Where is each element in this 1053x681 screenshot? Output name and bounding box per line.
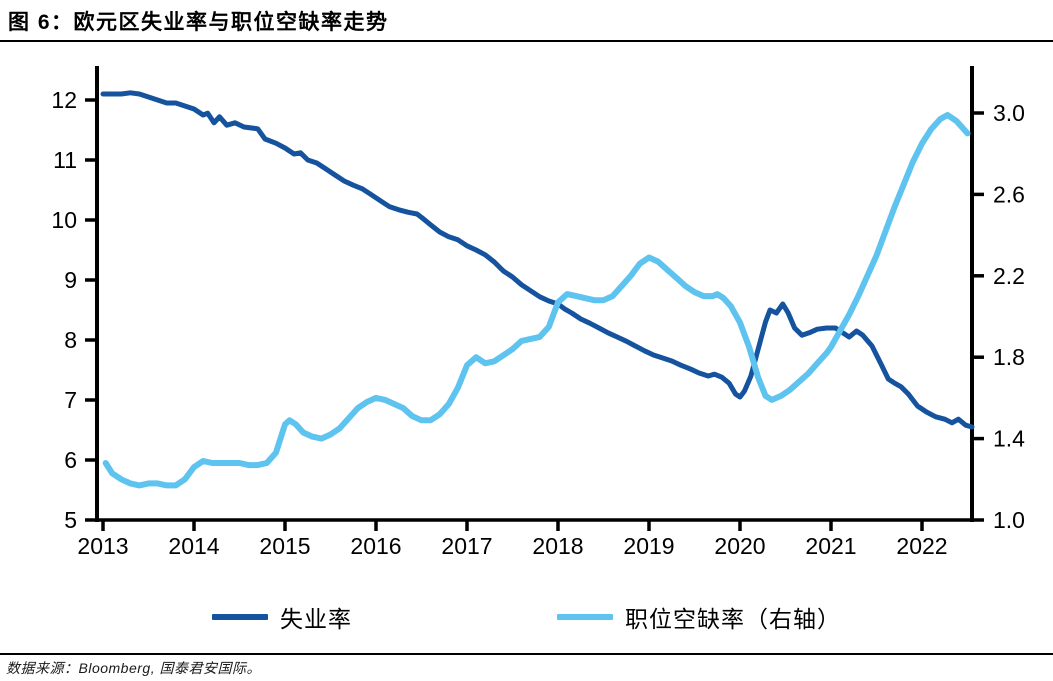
svg-text:2021: 2021 bbox=[805, 533, 856, 559]
svg-text:2.2: 2.2 bbox=[993, 263, 1025, 289]
footer-divider bbox=[0, 653, 1053, 655]
svg-text:2014: 2014 bbox=[168, 533, 219, 559]
svg-text:5: 5 bbox=[64, 507, 77, 533]
svg-text:6: 6 bbox=[64, 447, 77, 473]
chart-legend: 失业率 职位空缺率（右轴） bbox=[0, 600, 1053, 634]
svg-text:11: 11 bbox=[53, 147, 77, 173]
svg-text:10: 10 bbox=[51, 207, 77, 233]
svg-text:2020: 2020 bbox=[714, 533, 765, 559]
svg-text:2019: 2019 bbox=[623, 533, 674, 559]
legend-item-vacancy: 职位空缺率（右轴） bbox=[557, 600, 841, 634]
svg-text:2017: 2017 bbox=[441, 533, 492, 559]
legend-label-unemployment: 失业率 bbox=[280, 606, 352, 632]
svg-text:2022: 2022 bbox=[896, 533, 947, 559]
unemployment-line-swatch bbox=[212, 614, 268, 620]
legend-item-unemployment: 失业率 bbox=[212, 600, 352, 634]
svg-text:2016: 2016 bbox=[350, 533, 401, 559]
svg-text:1.0: 1.0 bbox=[993, 507, 1025, 533]
svg-text:9: 9 bbox=[64, 267, 77, 293]
svg-text:2.6: 2.6 bbox=[993, 181, 1025, 207]
dual-axis-line-chart: 5 6 7 8 9 10 11 12 1.0 1.4 1.8 2.2 2.6 3.0 2013 2014 201… bbox=[51, 66, 1025, 559]
series-vacancy-rate bbox=[102, 112, 971, 489]
svg-text:2018: 2018 bbox=[532, 533, 583, 559]
series-unemployment-rate bbox=[100, 90, 975, 430]
data-source-note: 数据来源：Bloomberg, 国泰君安国际。 bbox=[6, 660, 261, 676]
svg-text:7: 7 bbox=[64, 387, 77, 413]
svg-text:2015: 2015 bbox=[259, 533, 310, 559]
svg-text:3.0: 3.0 bbox=[993, 100, 1025, 126]
chart-title: 图 6：欧元区失业率与职位空缺率走势 bbox=[8, 11, 389, 34]
vacancy-line-swatch bbox=[557, 614, 613, 620]
svg-text:1.4: 1.4 bbox=[993, 426, 1025, 452]
svg-text:1.8: 1.8 bbox=[993, 344, 1025, 370]
svg-text:2013: 2013 bbox=[77, 533, 128, 559]
svg-text:8: 8 bbox=[64, 327, 77, 353]
title-divider bbox=[0, 40, 1053, 42]
legend-label-vacancy: 职位空缺率（右轴） bbox=[625, 606, 841, 632]
svg-text:12: 12 bbox=[51, 87, 77, 113]
